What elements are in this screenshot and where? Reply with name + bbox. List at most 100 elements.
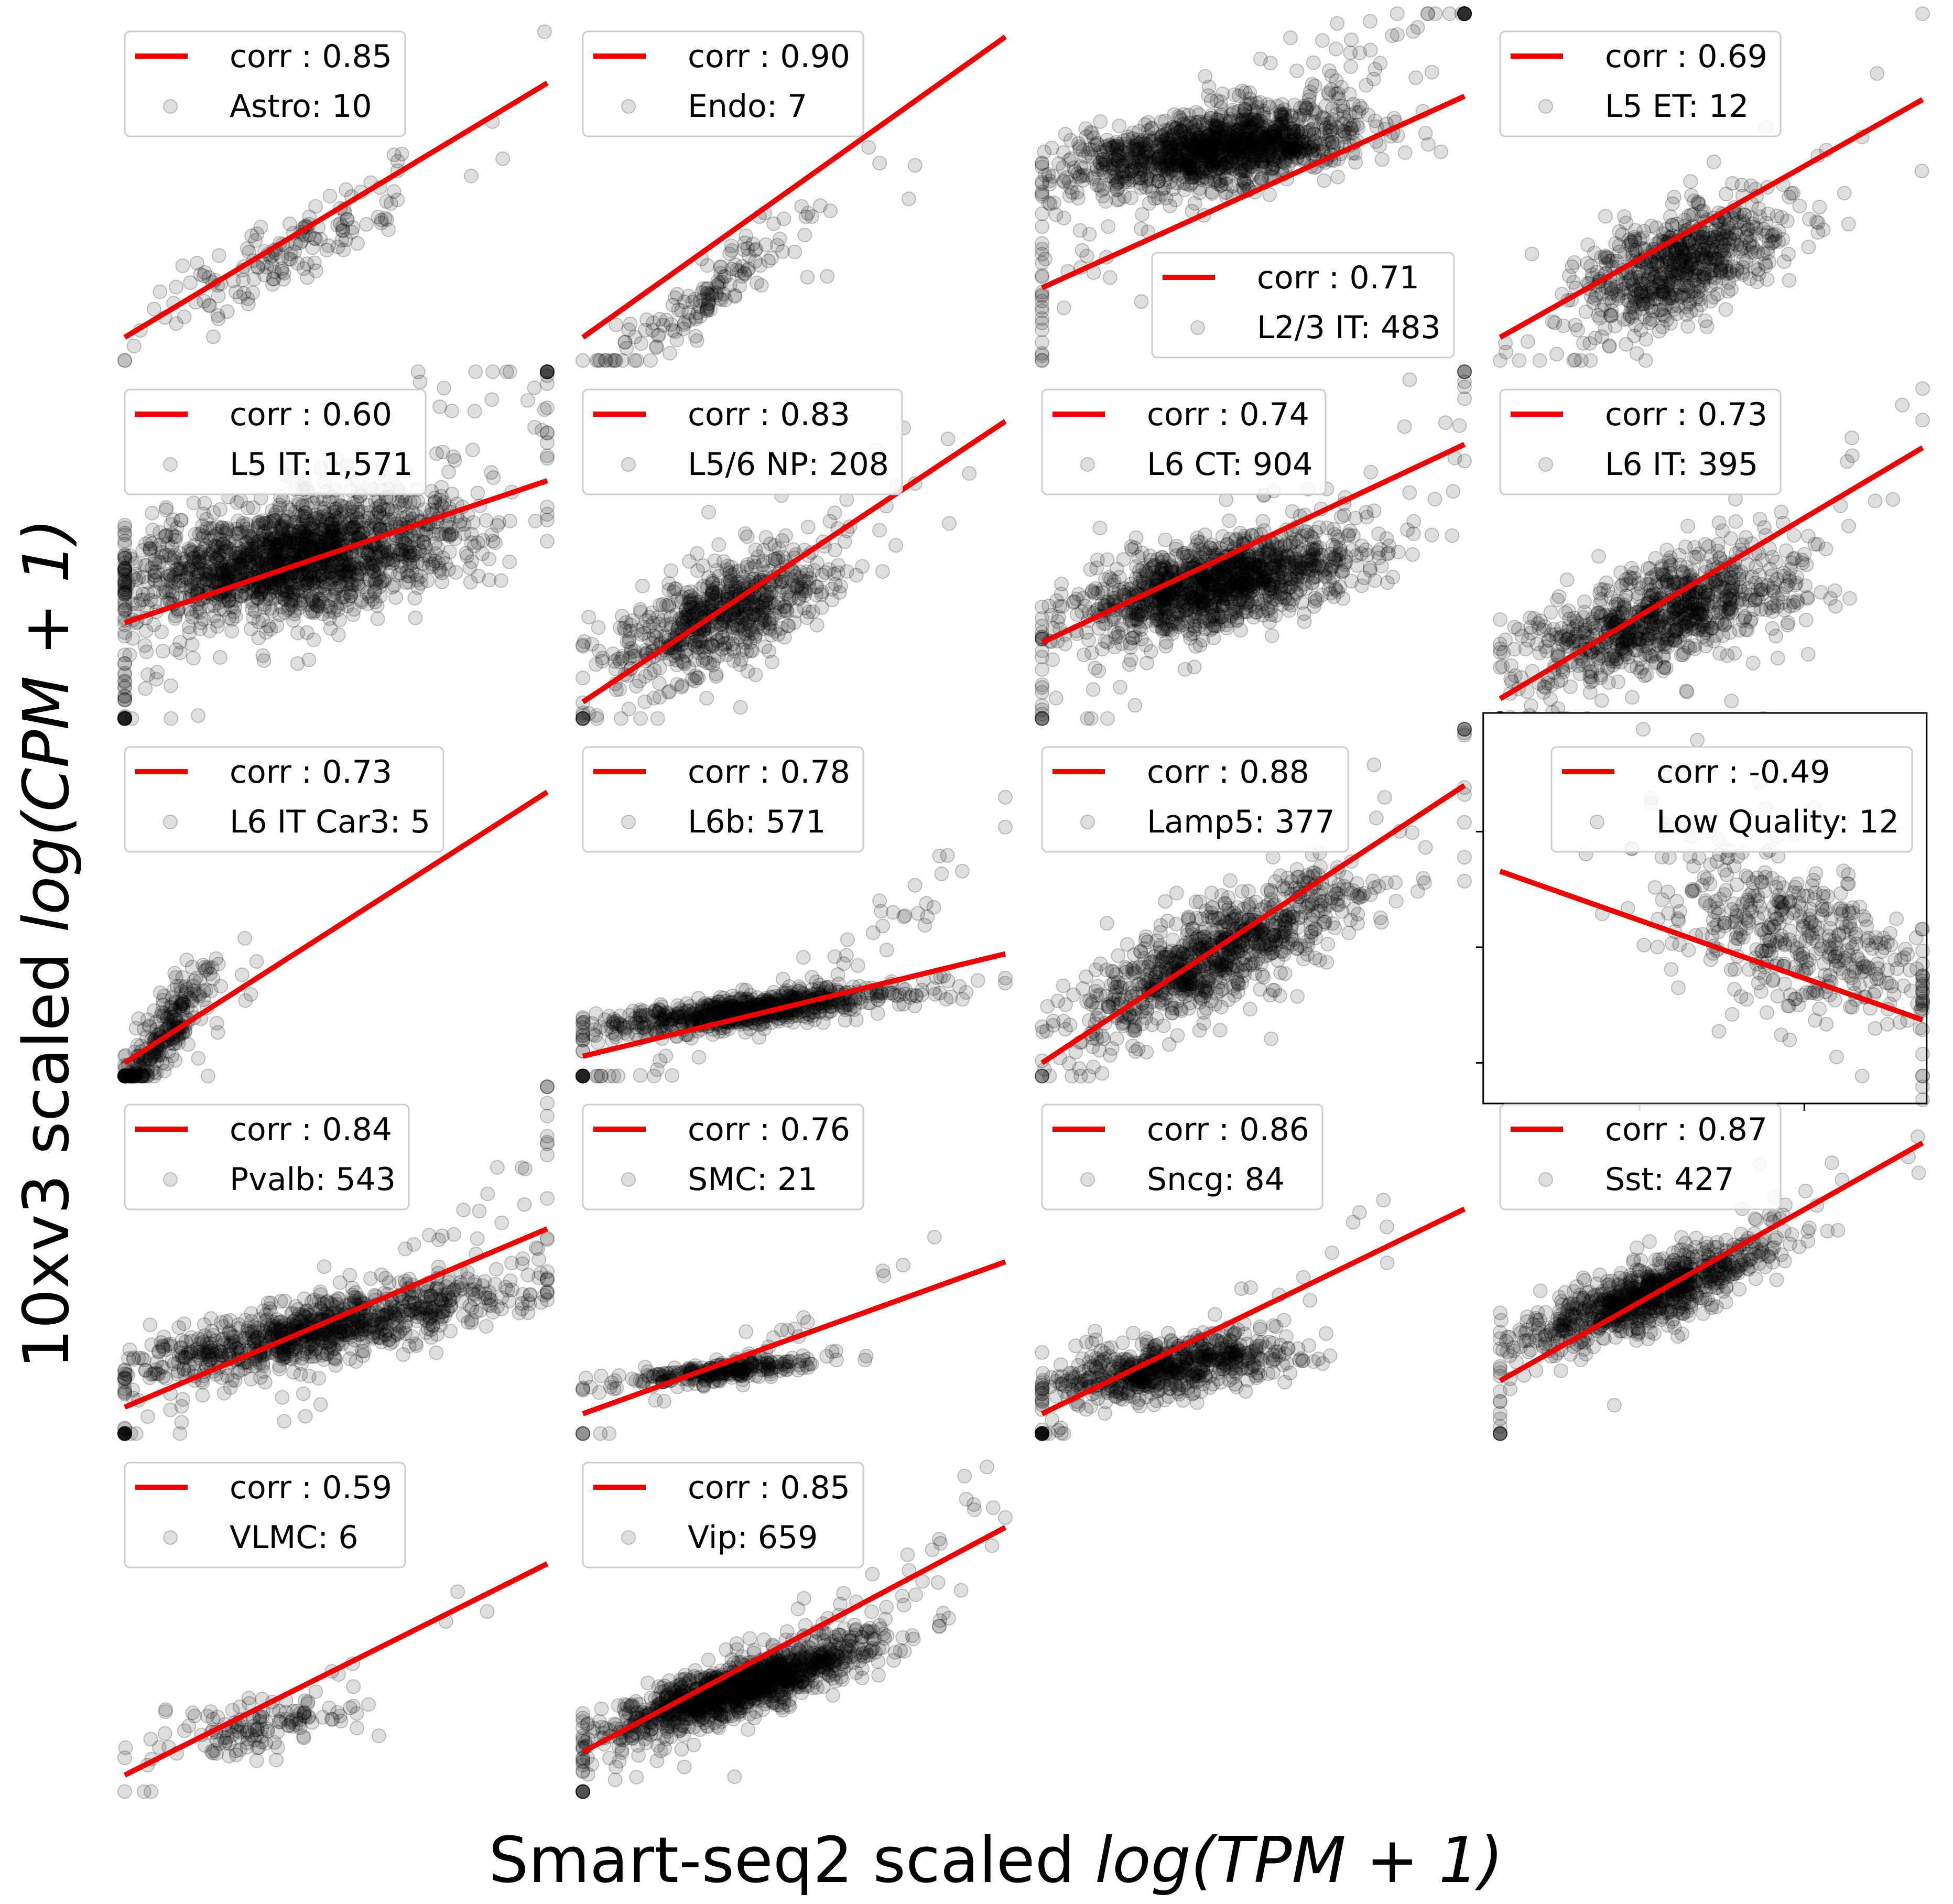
scatter-point (713, 259, 728, 275)
scatter-point (222, 610, 237, 625)
scatter-point (1750, 244, 1765, 259)
scatter-point (1580, 237, 1596, 252)
scatter-point (1056, 211, 1071, 225)
scatter-point (147, 541, 162, 556)
scatter-point (756, 554, 772, 569)
legend-marker-swatch (621, 99, 636, 114)
scatter-point (322, 188, 338, 203)
scatter-point (147, 564, 162, 579)
scatter-point (169, 316, 184, 331)
scatter-point (1600, 251, 1615, 266)
scatter-point (197, 550, 212, 565)
scatter-point (330, 240, 345, 255)
scatter-point (244, 228, 259, 243)
scatter-point (334, 233, 349, 248)
scatter-point (1330, 169, 1346, 185)
scatter-point (117, 688, 132, 704)
scatter-point (527, 380, 542, 395)
scatter-point (702, 627, 718, 642)
scatter-point (502, 554, 517, 569)
scatter-point (617, 335, 633, 350)
scatter-point (146, 301, 161, 317)
scatter-point (1168, 121, 1184, 136)
scatter-point (665, 297, 680, 312)
scatter-point (540, 534, 555, 549)
scatter-point (241, 297, 256, 311)
scatter-point (737, 265, 752, 280)
scatter-point (1343, 59, 1358, 74)
scatter-point (674, 679, 689, 695)
scatter-point (374, 215, 389, 231)
scatter-point (733, 700, 748, 715)
scatter-point (1680, 288, 1695, 304)
scatter-point (1292, 128, 1307, 144)
scatter-point (196, 268, 211, 284)
scatter-point (1035, 322, 1049, 338)
scatter-point (701, 296, 716, 311)
scatter-point (716, 286, 731, 301)
scatter-point (302, 573, 317, 588)
legend-corr-label: corr : 0.90 (688, 38, 850, 75)
scatter-point (711, 537, 726, 553)
scatter-point (379, 194, 394, 209)
scatter-point (1263, 160, 1278, 176)
scatter-point (699, 282, 714, 297)
scatter-point (693, 309, 708, 324)
scatter-point (1120, 172, 1135, 188)
scatter-point (1112, 118, 1127, 134)
scatter-point (1598, 209, 1613, 224)
scatter-point (942, 516, 957, 531)
scatter-point (666, 584, 681, 599)
scatter-point (484, 465, 499, 480)
scatter-point (1420, 6, 1436, 21)
scatter-point (676, 321, 691, 337)
scatter-point (749, 275, 764, 290)
scatter-point (139, 644, 154, 659)
scatter-point (206, 329, 221, 344)
scatter-point (677, 317, 692, 332)
scatter-point (381, 222, 396, 237)
scatter-point (1059, 170, 1074, 185)
scatter-point (1336, 123, 1351, 138)
scatter-point (1915, 6, 1930, 21)
scatter-point (307, 518, 322, 533)
scatter-point (335, 223, 350, 238)
scatter-point (407, 591, 422, 606)
scatter-point (441, 464, 456, 480)
scatter-point (688, 311, 703, 327)
scatter-point (1583, 258, 1598, 274)
scatter-point (1616, 312, 1632, 327)
scatter-point (479, 513, 494, 528)
scatter-point (253, 220, 268, 235)
scatter-point (772, 231, 787, 246)
scatter-point (701, 296, 716, 311)
scatter-point (659, 312, 674, 328)
scatter-point (337, 590, 352, 605)
scatter-point (290, 625, 306, 641)
scatter-point (291, 508, 306, 523)
scatter-point (645, 323, 660, 338)
scatter-point (1198, 69, 1213, 84)
scatter-point (669, 332, 685, 348)
scatter-point (728, 289, 743, 304)
scatter-point (714, 617, 729, 632)
scatter-point (1723, 243, 1738, 258)
scatter-point (1696, 242, 1711, 257)
scatter-point (849, 568, 864, 583)
scatter-point (1219, 160, 1234, 175)
scatter-point (1914, 164, 1929, 179)
scatter-point (1781, 246, 1796, 262)
scatter-point (540, 513, 555, 527)
scatter-point (797, 588, 812, 603)
scatter-point (722, 246, 737, 262)
scatter-point (416, 527, 431, 543)
scatter-point (482, 572, 497, 588)
scatter-point (360, 561, 375, 576)
scatter-point (1098, 194, 1113, 209)
scatter-point (117, 353, 132, 368)
scatter-point (740, 557, 755, 572)
scatter-point (650, 328, 666, 343)
scatter-point (1201, 88, 1216, 103)
